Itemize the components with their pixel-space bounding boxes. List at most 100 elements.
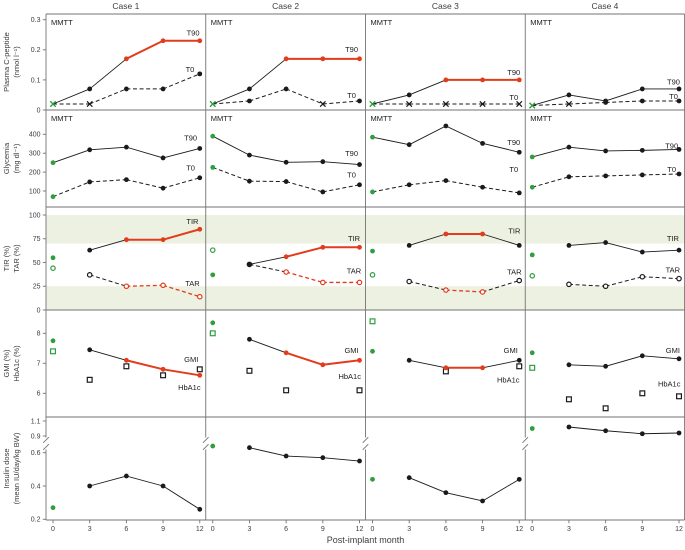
panel-borders [45, 13, 685, 521]
series-segment [162, 368, 200, 377]
data-point-x [516, 100, 523, 108]
series-label: T0 [667, 165, 676, 174]
data-point [370, 348, 375, 354]
y-tick-label: 200 [29, 170, 41, 177]
panel-insulin-dose-case-4 [529, 424, 682, 437]
x-tick-label: 6 [284, 526, 288, 533]
series-segment [409, 180, 446, 186]
data-point [516, 77, 522, 83]
series-label: T0 [347, 170, 356, 179]
data-point [197, 372, 203, 378]
data-point-open [639, 273, 646, 280]
series-segment [162, 485, 201, 510]
data-point [283, 86, 289, 92]
x-tick-label: 9 [481, 526, 485, 533]
series-label: T0 [669, 92, 678, 101]
y-tick-label: 50 [33, 260, 41, 267]
series-label: T90 [665, 141, 678, 150]
data-point [357, 98, 362, 104]
data-point [197, 226, 203, 232]
data-point [406, 243, 412, 248]
data-point [676, 171, 682, 177]
series-segment [482, 186, 520, 194]
series-segment [605, 174, 643, 177]
data-point [603, 363, 609, 369]
data-point [87, 483, 93, 489]
panel-glycemia-case-1: MMTT T90 T0 [50, 114, 203, 200]
panel-insulin-dose-case-3 [370, 475, 522, 504]
data-point [283, 56, 289, 62]
y-axis-label: (nmol l⁻¹) [12, 46, 21, 78]
data-point [87, 147, 93, 153]
series-segment [285, 271, 323, 284]
panel-label-mmtt: MMTT [530, 114, 552, 123]
data-point [160, 38, 166, 44]
data-point [639, 172, 645, 178]
series-segment [126, 359, 164, 371]
panel-plasma-c-peptide-case-4: MMTT T90 T0 [529, 18, 682, 109]
data-point [357, 162, 362, 167]
y-tick-label: 100 [29, 188, 41, 195]
x-tick-label: 9 [321, 526, 325, 533]
data-point-open [160, 282, 166, 289]
data-point [357, 357, 362, 363]
series-label: GMI [504, 346, 518, 355]
panel-tir-tar-case-4: TIR TAR [529, 234, 682, 290]
data-point [529, 154, 535, 160]
panel-plasma-c-peptide-case-1: MMTT T90 T0 [49, 18, 203, 108]
data-point [480, 77, 485, 83]
data-point [320, 455, 326, 461]
data-point [357, 182, 362, 188]
data-point [566, 362, 572, 368]
data-point [603, 428, 609, 434]
data-point [566, 92, 572, 98]
axis-break-marks [42, 436, 529, 451]
data-point [603, 148, 609, 154]
data-point [87, 247, 93, 253]
series-label: HbA1c [497, 376, 520, 385]
data-point-open [320, 279, 326, 286]
data-point-open [566, 281, 572, 288]
data-point-x [86, 100, 93, 108]
data-point [197, 71, 203, 77]
x-tick-label: 3 [567, 526, 571, 533]
y-tick-label: 0.2 [31, 517, 41, 524]
data-point [529, 252, 535, 258]
x-tick-label: 12 [196, 526, 204, 533]
data-point-x [406, 100, 413, 108]
series-segment [568, 283, 606, 287]
data-point [123, 144, 129, 150]
series-label: T90 [184, 134, 197, 143]
data-point-open [123, 283, 130, 290]
series-label: TAR [666, 266, 681, 275]
data-point-square [356, 387, 363, 394]
data-point [247, 152, 252, 158]
data-point [516, 190, 522, 196]
series-segment [605, 355, 643, 367]
data-point [516, 357, 522, 363]
y-tick-label: 0.2 [31, 47, 41, 54]
series-label: HbA1c [338, 372, 361, 381]
series-segment [249, 447, 287, 457]
data-point [603, 173, 609, 179]
series-label: T0 [509, 93, 518, 102]
data-point-open [602, 283, 609, 290]
series-segment [372, 94, 410, 105]
series-label: TIR [186, 217, 199, 226]
data-point [87, 179, 93, 185]
series-label: TIR [348, 234, 361, 243]
data-point [370, 248, 375, 254]
x-tick-label: 0 [530, 526, 534, 533]
y-tick-label: 0.1 [31, 77, 41, 84]
data-point-square [565, 396, 572, 403]
series-segment [568, 101, 606, 105]
series-label: GMI [184, 355, 198, 364]
y-tick-label: 75 [33, 236, 41, 243]
data-point-square [283, 387, 290, 394]
series-label: T90 [187, 29, 200, 38]
y-tick-label: 0.9 [31, 433, 41, 440]
data-point [566, 174, 572, 180]
panel-gmi-hba1c-case-4: GMI HbA1c [529, 346, 683, 412]
data-point-square [49, 348, 56, 355]
data-point [480, 231, 485, 237]
